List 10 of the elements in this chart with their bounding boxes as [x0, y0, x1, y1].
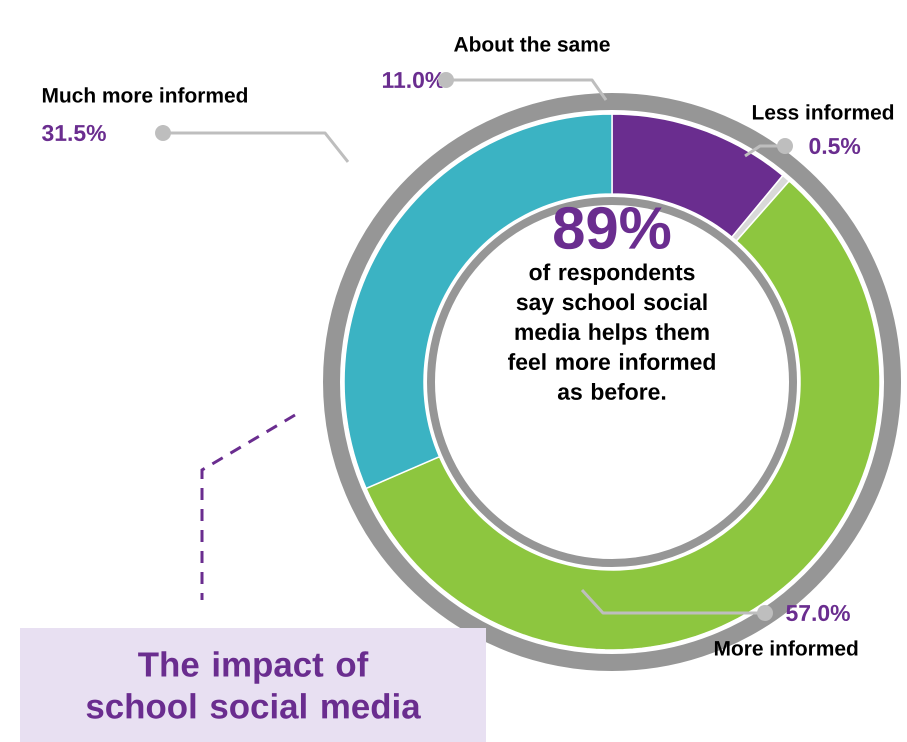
text: 89% — [554, 206, 670, 250]
data-label: 31.5% — [42, 124, 106, 142]
slice-label: More informed — [714, 640, 858, 656]
data-label: 57.0% — [786, 604, 850, 622]
data-label: 0.5% — [809, 138, 860, 154]
slice-label: Less informed — [752, 104, 894, 120]
text: The impact of school social media — [86, 651, 421, 719]
text: of respondents say school social media helps them feel more informed as before. — [508, 264, 715, 400]
slice-label: About the same — [454, 36, 610, 52]
slice-label: Much more informed — [42, 87, 248, 103]
